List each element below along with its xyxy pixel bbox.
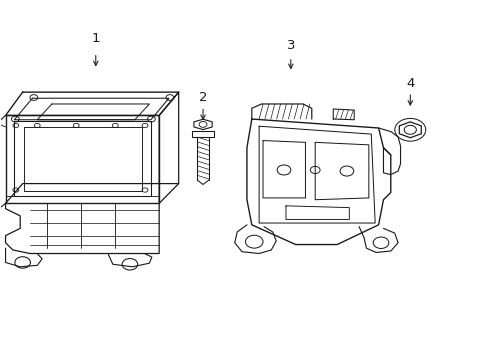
Text: 3: 3: [286, 39, 294, 52]
Text: 4: 4: [405, 77, 414, 90]
Text: 1: 1: [91, 32, 100, 45]
Text: 2: 2: [199, 91, 207, 104]
